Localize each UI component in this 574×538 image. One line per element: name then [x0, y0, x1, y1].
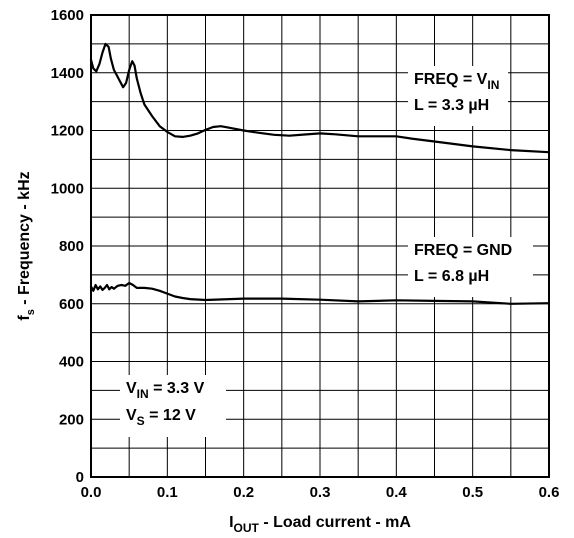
- x-tick-label: 0.3: [310, 484, 331, 501]
- conditions-label-background: [120, 375, 226, 437]
- series-2-label-line-2: L = 6.8 µH: [414, 268, 489, 285]
- grid-lines: [91, 15, 549, 477]
- x-tick-label: 0.1: [157, 484, 178, 501]
- x-tick-labels: 0.0 0.1 0.2 0.3 0.4 0.5 0.6: [81, 484, 560, 501]
- series-1-label-line-1: FREQ = VIN: [414, 71, 499, 92]
- y-tick-label: 1200: [51, 123, 84, 140]
- y-axis-title-rest: - Frequency - kHz: [16, 171, 33, 309]
- y-tick-label: 600: [59, 296, 84, 313]
- y-tick-label: 1600: [51, 7, 84, 24]
- x-axis-title-rest: - Load current - mA: [259, 514, 411, 531]
- y-axis-title: fs - Frequency - kHz: [16, 171, 37, 320]
- series-1-label-line-2: L = 3.3 µH: [414, 97, 489, 114]
- x-axis-title-sub: OUT: [234, 521, 260, 535]
- x-tick-label: 0.2: [233, 484, 254, 501]
- series-2-label-background: [408, 237, 533, 297]
- annotations: FREQ = VIN L = 3.3 µH FREQ = GND L = 6.8 µH…: [120, 66, 533, 437]
- series-lines: [89, 42, 551, 305]
- x-tick-label: 0.0: [81, 484, 102, 501]
- y-tick-label: 1400: [51, 65, 84, 82]
- series-1-line: [89, 42, 551, 154]
- plot-frame: [90, 14, 550, 478]
- y-tick-label: 400: [59, 354, 84, 371]
- conditions-label-line-1: VIN = 3.3 V: [126, 380, 205, 401]
- y-tick-label: 1000: [51, 180, 84, 197]
- x-tick-label: 0.4: [386, 484, 408, 501]
- y-tick-label: 0: [76, 469, 84, 486]
- x-axis-title: IOUT - Load current - mA: [229, 514, 411, 535]
- y-axis-title-main: f: [16, 315, 33, 321]
- series-1-label-background: [408, 66, 508, 126]
- x-tick-label: 0.6: [539, 484, 560, 501]
- series-2-label-line-1: FREQ = GND: [414, 242, 512, 259]
- y-tick-label: 200: [59, 411, 84, 428]
- conditions-label-line-2: VS = 12 V: [126, 407, 196, 428]
- y-axis-title-sub: s: [25, 309, 37, 315]
- y-tick-labels: 0 200 400 600 800 1000 1200 1400 1600: [51, 7, 84, 486]
- series-2-line: [89, 281, 551, 305]
- x-tick-label: 0.5: [462, 484, 483, 501]
- x-axis-title-main: I: [229, 514, 233, 531]
- y-tick-label: 800: [59, 238, 84, 255]
